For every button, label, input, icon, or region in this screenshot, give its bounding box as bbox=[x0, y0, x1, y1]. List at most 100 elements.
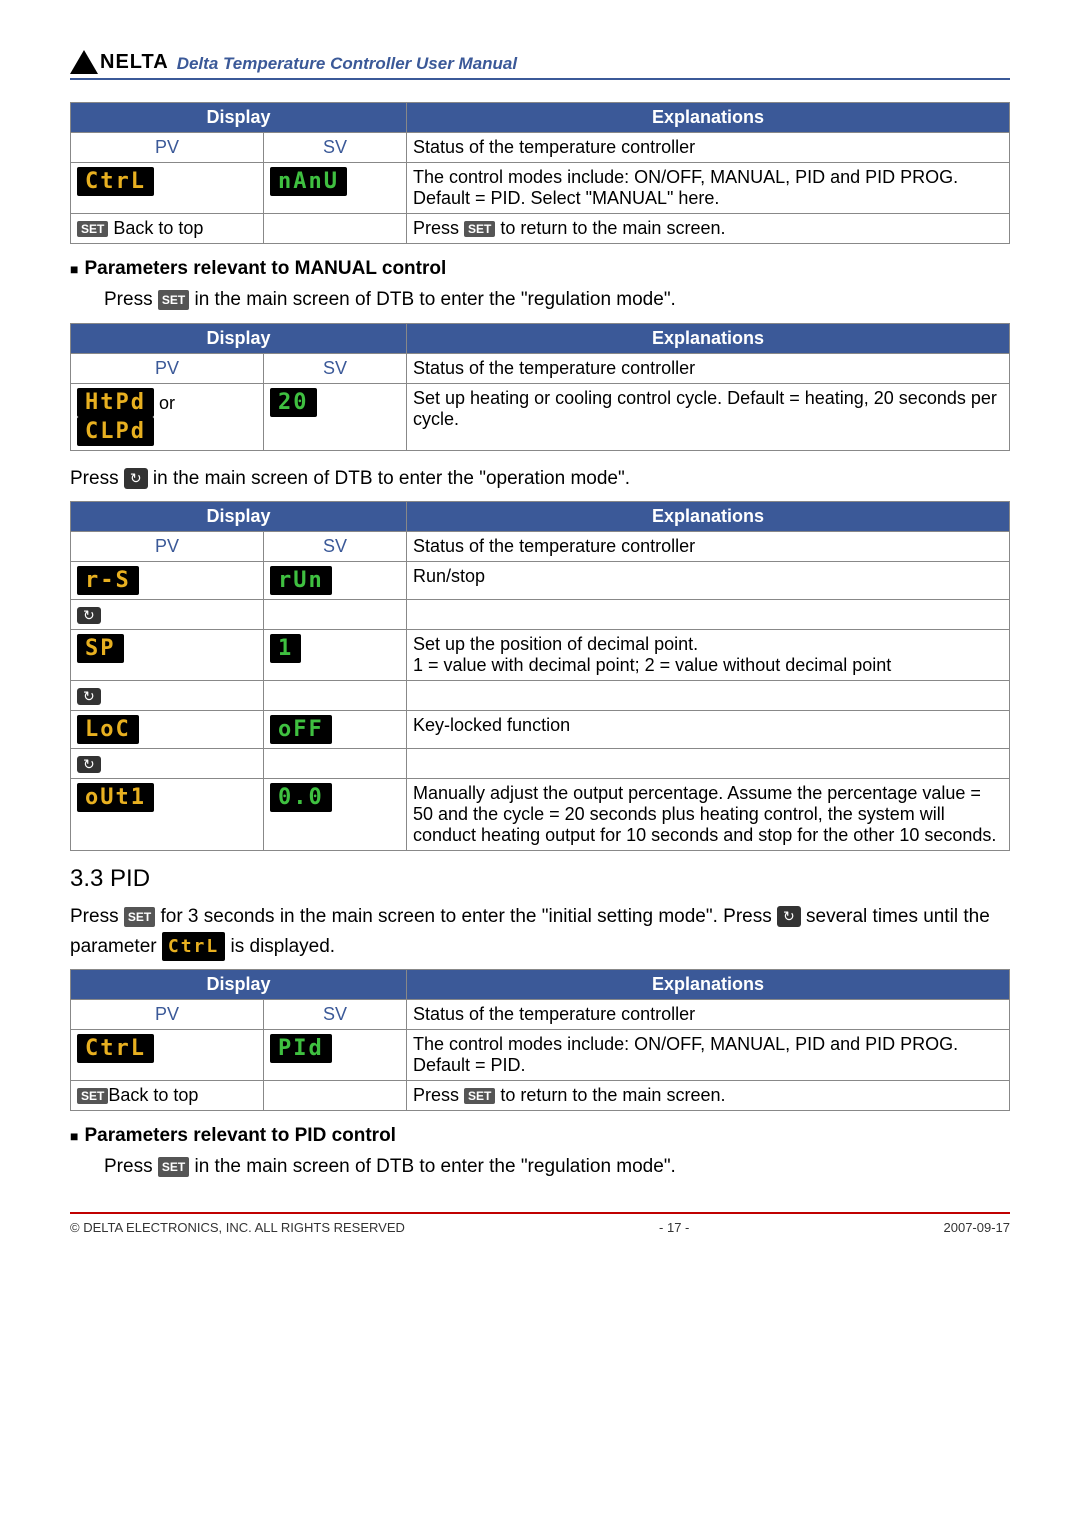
set-icon: SET bbox=[158, 1157, 189, 1177]
loop-icon: ↻ bbox=[124, 468, 148, 489]
pv-display: oUt1 bbox=[77, 783, 154, 812]
press-return: Press SET to return to the main screen. bbox=[407, 1081, 1010, 1111]
expl-cell: Run/stop bbox=[407, 562, 1010, 600]
pv-cell: LoC bbox=[71, 711, 264, 749]
table-operation-mode: Display Explanations PV SV Status of the… bbox=[70, 501, 1010, 851]
expl-cell: Set up heating or cooling control cycle.… bbox=[407, 383, 1010, 450]
pv-display: SP bbox=[77, 634, 124, 663]
loop-cell: ↻ bbox=[71, 749, 264, 779]
pv-header: PV bbox=[71, 353, 264, 383]
pv-header: PV bbox=[71, 1000, 264, 1030]
sv-cell: 0.0 bbox=[264, 779, 407, 851]
footer-page: - 17 - bbox=[659, 1220, 689, 1235]
col-explanations: Explanations bbox=[407, 323, 1010, 353]
empty-cell bbox=[264, 749, 407, 779]
footer-date: 2007-09-17 bbox=[944, 1220, 1011, 1235]
empty-cell bbox=[264, 1081, 407, 1111]
expl-cell: Set up the position of decimal point.1 =… bbox=[407, 630, 1010, 681]
empty-cell bbox=[264, 681, 407, 711]
sv-display: 0.0 bbox=[270, 783, 332, 812]
page-header: NELTA Delta Temperature Controller User … bbox=[70, 50, 1010, 80]
sv-header: SV bbox=[264, 1000, 407, 1030]
sv-display: PId bbox=[270, 1034, 332, 1063]
loop-cell: ↻ bbox=[71, 681, 264, 711]
sv-cell: rUn bbox=[264, 562, 407, 600]
pv-cell: CtrL bbox=[71, 163, 264, 214]
pv-display: LoC bbox=[77, 715, 139, 744]
pv-display-2: CLPd bbox=[77, 417, 154, 446]
pv-display-1: HtPd bbox=[77, 388, 154, 417]
sv-cell: PId bbox=[264, 1030, 407, 1081]
pv-display: r-S bbox=[77, 566, 139, 595]
operation-mode-press: Press ↻ in the main screen of DTB to ent… bbox=[70, 465, 1010, 494]
col-display: Display bbox=[71, 323, 407, 353]
col-display: Display bbox=[71, 502, 407, 532]
status-row: Status of the temperature controller bbox=[407, 532, 1010, 562]
col-explanations: Explanations bbox=[407, 103, 1010, 133]
set-icon: SET bbox=[464, 1088, 495, 1104]
table-pid-mode: Display Explanations PV SV Status of the… bbox=[70, 969, 1010, 1111]
press-return: Press SET to return to the main screen. bbox=[407, 214, 1010, 244]
pv-cell: r-S bbox=[71, 562, 264, 600]
sv-cell: oFF bbox=[264, 711, 407, 749]
sv-cell: nAnU bbox=[264, 163, 407, 214]
status-row: Status of the temperature controller bbox=[407, 133, 1010, 163]
table-control-mode: Display Explanations PV SV Status of the… bbox=[70, 102, 1010, 244]
set-icon: SET bbox=[158, 290, 189, 310]
section-pid-control: ■Parameters relevant to PID control bbox=[70, 1125, 1010, 1147]
section-pid-heading: 3.3 PID bbox=[70, 865, 1010, 893]
set-icon: SET bbox=[464, 221, 495, 237]
col-explanations: Explanations bbox=[407, 502, 1010, 532]
loop-icon: ↻ bbox=[77, 607, 101, 624]
pv-display: CtrL bbox=[77, 1034, 154, 1063]
pv-cell: SP bbox=[71, 630, 264, 681]
logo: NELTA bbox=[70, 50, 169, 74]
sv-display: 1 bbox=[270, 634, 301, 663]
empty-cell bbox=[407, 749, 1010, 779]
or-text: or bbox=[154, 393, 175, 413]
pv-display: CtrL bbox=[77, 167, 154, 196]
sv-cell: 1 bbox=[264, 630, 407, 681]
pv-cell: oUt1 bbox=[71, 779, 264, 851]
set-icon: SET bbox=[77, 1088, 108, 1104]
page-footer: © DELTA ELECTRONICS, INC. ALL RIGHTS RES… bbox=[70, 1212, 1010, 1235]
loop-icon: ↻ bbox=[77, 688, 101, 705]
status-row: Status of the temperature controller bbox=[407, 353, 1010, 383]
sv-header: SV bbox=[264, 353, 407, 383]
expl-cell: Manually adjust the output percentage. A… bbox=[407, 779, 1010, 851]
expl-cell: The control modes include: ON/OFF, MANUA… bbox=[407, 1030, 1010, 1081]
sv-display: oFF bbox=[270, 715, 332, 744]
loop-icon: ↻ bbox=[77, 756, 101, 773]
col-explanations: Explanations bbox=[407, 970, 1010, 1000]
empty-cell bbox=[264, 600, 407, 630]
pv-cell: CtrL bbox=[71, 1030, 264, 1081]
logo-text: NELTA bbox=[100, 51, 169, 74]
loop-icon: ↻ bbox=[777, 906, 801, 927]
back-to-top-cell: SETBack to top bbox=[71, 1081, 264, 1111]
expl-cell: The control modes include: ON/OFF, MANUA… bbox=[407, 163, 1010, 214]
back-to-top-cell: SET Back to top bbox=[71, 214, 264, 244]
sv-display: rUn bbox=[270, 566, 332, 595]
section-manual-control: ■Parameters relevant to MANUAL control bbox=[70, 258, 1010, 280]
sv-display: 20 bbox=[270, 388, 317, 417]
pv-cell: HtPd or CLPd bbox=[71, 383, 264, 450]
param-display: CtrL bbox=[162, 932, 225, 961]
footer-left: © DELTA ELECTRONICS, INC. ALL RIGHTS RES… bbox=[70, 1220, 405, 1235]
set-icon: SET bbox=[77, 221, 108, 237]
loop-cell: ↻ bbox=[71, 600, 264, 630]
sv-header: SV bbox=[264, 133, 407, 163]
pv-header: PV bbox=[71, 532, 264, 562]
logo-icon bbox=[70, 50, 98, 74]
col-display: Display bbox=[71, 970, 407, 1000]
pid-press-line: Press SET in the main screen of DTB to e… bbox=[104, 1153, 1010, 1182]
sv-header: SV bbox=[264, 532, 407, 562]
back-to-top: Back to top bbox=[108, 1085, 198, 1105]
back-to-top: Back to top bbox=[108, 218, 203, 238]
col-display: Display bbox=[71, 103, 407, 133]
sv-cell: 20 bbox=[264, 383, 407, 450]
pid-intro-text: Press SET for 3 seconds in the main scre… bbox=[70, 903, 1010, 961]
expl-cell: Key-locked function bbox=[407, 711, 1010, 749]
pv-header: PV bbox=[71, 133, 264, 163]
table-regulation-mode: Display Explanations PV SV Status of the… bbox=[70, 323, 1010, 451]
set-icon: SET bbox=[124, 907, 155, 927]
